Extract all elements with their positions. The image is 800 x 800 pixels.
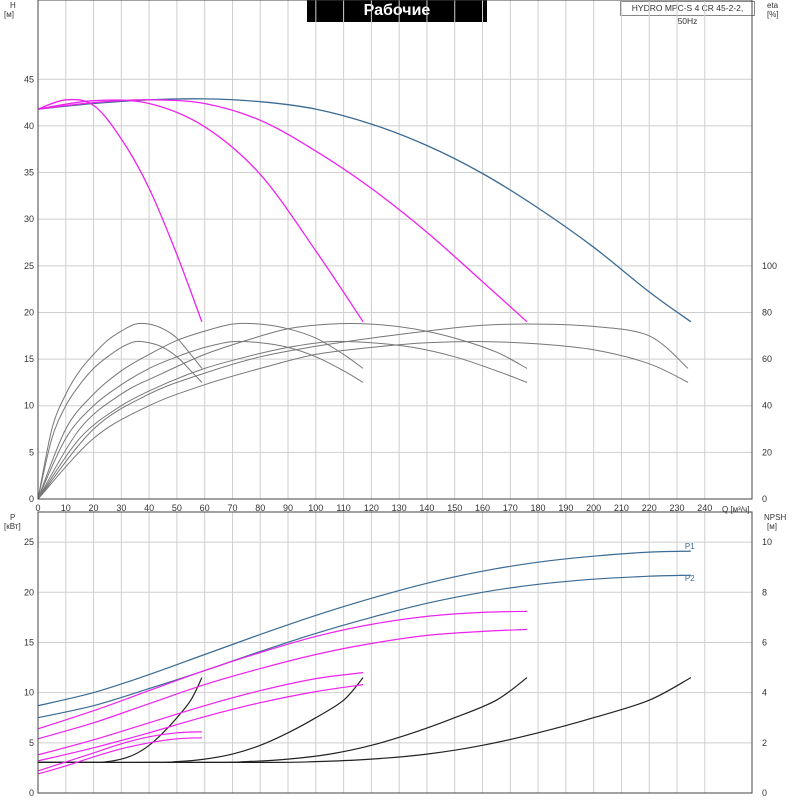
y-tick-label: 10 — [24, 688, 34, 698]
y-tick-label: 30 — [24, 214, 34, 224]
y-right-tick-label: 6 — [762, 637, 767, 647]
x-tick-label: 220 — [642, 503, 657, 513]
y-tick-label: 40 — [24, 121, 34, 131]
y-tick-label: 0 — [29, 494, 34, 504]
x-tick-label: 150 — [447, 503, 462, 513]
y-right-tick-label: 40 — [762, 401, 772, 411]
power-curve-2 — [37, 574, 691, 719]
y-tick-label: 10 — [24, 401, 34, 411]
plot-frame — [37, 511, 753, 794]
chart-title: Рабочие характеристики — [307, 0, 487, 41]
npsh-curve-3 — [37, 677, 528, 764]
y-right-tick-label: 100 — [762, 261, 777, 271]
power-curve-7 — [37, 731, 202, 772]
series-label-p2: P2 — [685, 574, 695, 583]
bottom-y-axis-label: P — [10, 513, 15, 522]
efficiency-curve-2 — [37, 341, 689, 500]
efficiency-curve-3 — [37, 323, 528, 500]
x-tick-label: 140 — [419, 503, 434, 513]
y-tick-label: 5 — [29, 738, 34, 748]
x-tick-label: 180 — [531, 503, 546, 513]
x-tick-label: 30 — [116, 503, 126, 513]
grid-layer — [37, 0, 752, 794]
power-curve-3 — [37, 610, 528, 730]
top-y-axis-unit: [м] — [4, 10, 14, 19]
y-tick-label: 15 — [24, 354, 34, 364]
x-tick-label: 200 — [586, 503, 601, 513]
x-tick-label: 20 — [89, 503, 99, 513]
series-label-p1: P1 — [685, 542, 695, 551]
curve-layer — [37, 98, 692, 775]
y-tick-label: 25 — [24, 261, 34, 271]
y-right-tick-label: 80 — [762, 307, 772, 317]
x-tick-label: 90 — [283, 503, 293, 513]
frame-layer — [37, 0, 753, 794]
y-right-tick-label: 20 — [762, 447, 772, 457]
x-tick-label: 110 — [336, 503, 350, 513]
legend-layer: P1 P2 — [685, 542, 695, 583]
y-right-tick-label: 0 — [762, 494, 767, 504]
efficiency-curve-7 — [37, 322, 203, 500]
y-tick-label: 20 — [24, 307, 34, 317]
pump-model-label: HYDRO MPC-S 4 CR 45-2-2, 50Hz — [620, 1, 755, 26]
head-curve-3 — [37, 99, 364, 323]
x-tick-label: 0 — [35, 503, 40, 513]
x-tick-label: 40 — [144, 503, 154, 513]
y-tick-label: 45 — [24, 74, 34, 84]
x-tick-label: 210 — [614, 503, 629, 513]
x-tick-label: 70 — [227, 503, 237, 513]
x-tick-label: 160 — [475, 503, 490, 513]
power-curve-1 — [37, 550, 691, 707]
y-tick-label: 25 — [24, 537, 34, 547]
y-right-tick-label: 2 — [762, 738, 767, 748]
y-tick-label: 5 — [29, 447, 34, 457]
bottom-right-axis-unit: [м] — [767, 522, 777, 531]
x-tick-label: 120 — [364, 503, 379, 513]
y-right-tick-label: 8 — [762, 587, 767, 597]
bottom-right-axis-label: NPSH — [764, 513, 786, 522]
y-tick-label: 15 — [24, 637, 34, 647]
top-right-axis-unit: [%] — [767, 10, 779, 19]
npsh-curve-4 — [37, 677, 692, 764]
top-x-axis-label: Q [м³/ч] — [722, 505, 749, 514]
bottom-y-axis-unit: [кВт] — [4, 522, 21, 531]
y-right-tick-label: 0 — [762, 788, 767, 798]
y-right-tick-label: 4 — [762, 688, 767, 698]
power-curve-4 — [37, 628, 528, 740]
top-right-axis-label: eta — [767, 1, 779, 10]
efficiency-curve-4 — [37, 340, 528, 500]
plot-frame — [37, 0, 753, 500]
x-tick-label: 230 — [669, 503, 684, 513]
x-tick-label: 170 — [503, 503, 518, 513]
x-tick-label: 10 — [61, 503, 71, 513]
x-tick-label: 240 — [697, 503, 712, 513]
x-tick-label: 190 — [558, 503, 573, 513]
efficiency-curve-6 — [37, 340, 364, 500]
x-tick-label: 60 — [200, 503, 210, 513]
efficiency-curve-1 — [37, 323, 689, 500]
power-curve-6 — [37, 684, 364, 762]
y-right-tick-label: 10 — [762, 537, 772, 547]
efficiency-curve-8 — [37, 340, 203, 500]
y-tick-label: 35 — [24, 168, 34, 178]
x-tick-label: 80 — [255, 503, 265, 513]
head-curve-1 — [37, 98, 692, 323]
y-right-tick-label: 60 — [762, 354, 772, 364]
x-tick-label: 130 — [392, 503, 407, 513]
efficiency-curve-5 — [37, 322, 364, 500]
power-curve-5 — [37, 672, 364, 756]
power-curve-8 — [37, 737, 202, 775]
head-curve-4 — [37, 98, 203, 323]
x-tick-label: 100 — [308, 503, 323, 513]
head-curve-2 — [37, 99, 528, 323]
x-tick-label: 50 — [172, 503, 182, 513]
y-tick-label: 0 — [29, 788, 34, 798]
y-tick-label: 20 — [24, 587, 34, 597]
top-y-axis-label: H — [10, 1, 16, 10]
